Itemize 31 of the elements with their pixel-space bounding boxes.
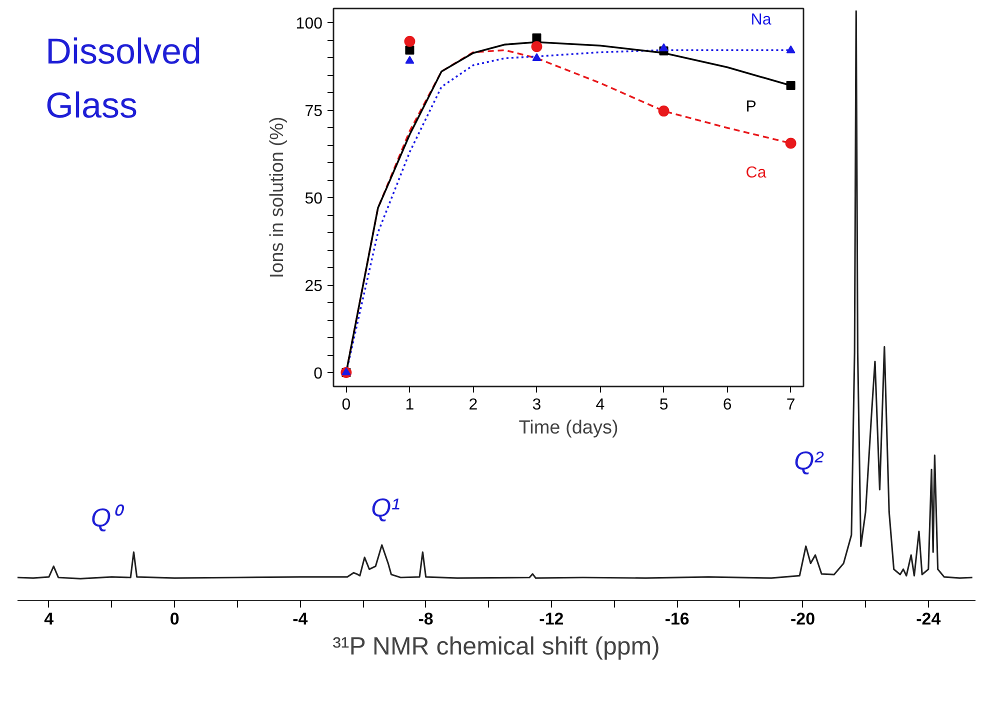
- x-tick-label: 3: [532, 396, 542, 414]
- x-tick-label: 2: [468, 396, 478, 414]
- x-tick-label: 0: [342, 396, 351, 414]
- x-tick-label: 7: [786, 396, 796, 414]
- x-tick-label: 4: [44, 610, 54, 628]
- x-tick-label: -16: [664, 610, 690, 628]
- series-label: Ca: [746, 164, 766, 182]
- x-tick-label: 5: [659, 396, 668, 414]
- y-tick-label: 25: [304, 278, 323, 295]
- annotation: Q¹: [371, 492, 400, 522]
- x-axis-title: Time (days): [518, 418, 618, 438]
- annotation: Q²: [794, 446, 824, 476]
- x-tick-label: -20: [790, 610, 816, 628]
- x-tick-label: 1: [405, 396, 414, 414]
- x-tick-label: 4: [596, 396, 605, 414]
- x-tick-label: -4: [292, 610, 308, 628]
- x-tick-label: -24: [916, 610, 942, 628]
- x-tick-label: -8: [418, 610, 434, 628]
- x-tick-label: 6: [722, 396, 732, 414]
- text: Dissolved Glass: [46, 30, 202, 126]
- x-axis-title: ³¹P NMR chemical shift (ppm): [332, 632, 660, 660]
- y-tick-label: 100: [296, 16, 323, 32]
- x-tick-label: -12: [539, 610, 564, 628]
- y-axis-title: Ions in solution (%): [266, 116, 288, 278]
- series-label: P: [746, 98, 756, 116]
- y-tick-label: 0: [314, 366, 323, 382]
- x-tick-label: 0: [170, 610, 180, 628]
- series-label: Na: [750, 12, 772, 28]
- annotation: Q⁰: [90, 502, 126, 532]
- y-tick-label: 50: [304, 190, 323, 208]
- y-tick-label: 75: [304, 103, 323, 120]
